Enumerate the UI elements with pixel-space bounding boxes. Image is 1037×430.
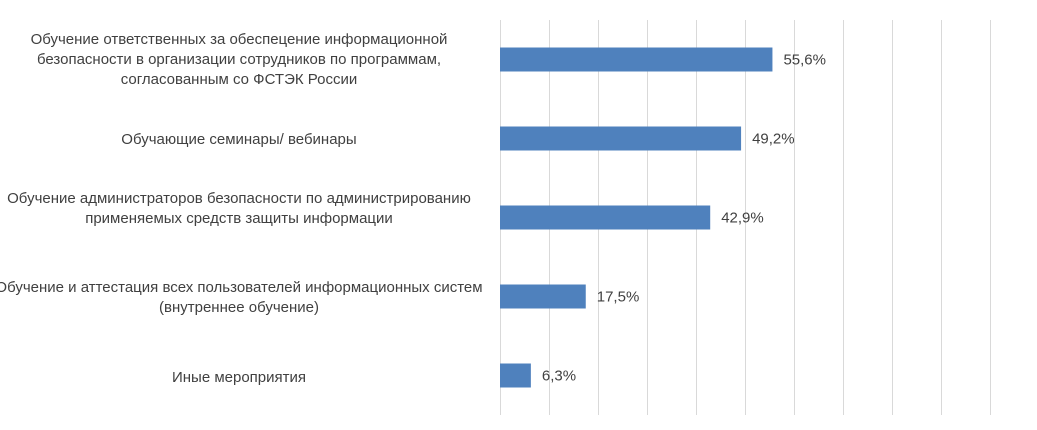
- bar: [500, 284, 586, 309]
- category-label: Обучение ответственных за обеспецение ин…: [30, 31, 448, 88]
- bar: [500, 126, 742, 151]
- category-label: Обучающие семинары/ вебинары: [121, 131, 357, 148]
- bars: [500, 47, 773, 388]
- bar-value-label: 55,6%: [783, 52, 826, 69]
- category-label: Обучение администраторов безопасности по…: [7, 190, 471, 227]
- bar: [500, 47, 773, 72]
- bar-value-label: 42,9%: [721, 210, 764, 227]
- category-label: Обучение и аттестация всех пользователей…: [0, 279, 483, 316]
- bar: [500, 205, 711, 230]
- data-labels: 55,6% 49,2% 42,9% 17,5% 6,3%: [542, 52, 826, 385]
- bar-value-label: 17,5%: [597, 289, 640, 306]
- category-label: Иные мероприятия: [171, 369, 307, 386]
- bar-value-label: 6,3%: [542, 368, 576, 385]
- bar: [500, 363, 531, 388]
- bar-value-label: 49,2%: [752, 131, 795, 148]
